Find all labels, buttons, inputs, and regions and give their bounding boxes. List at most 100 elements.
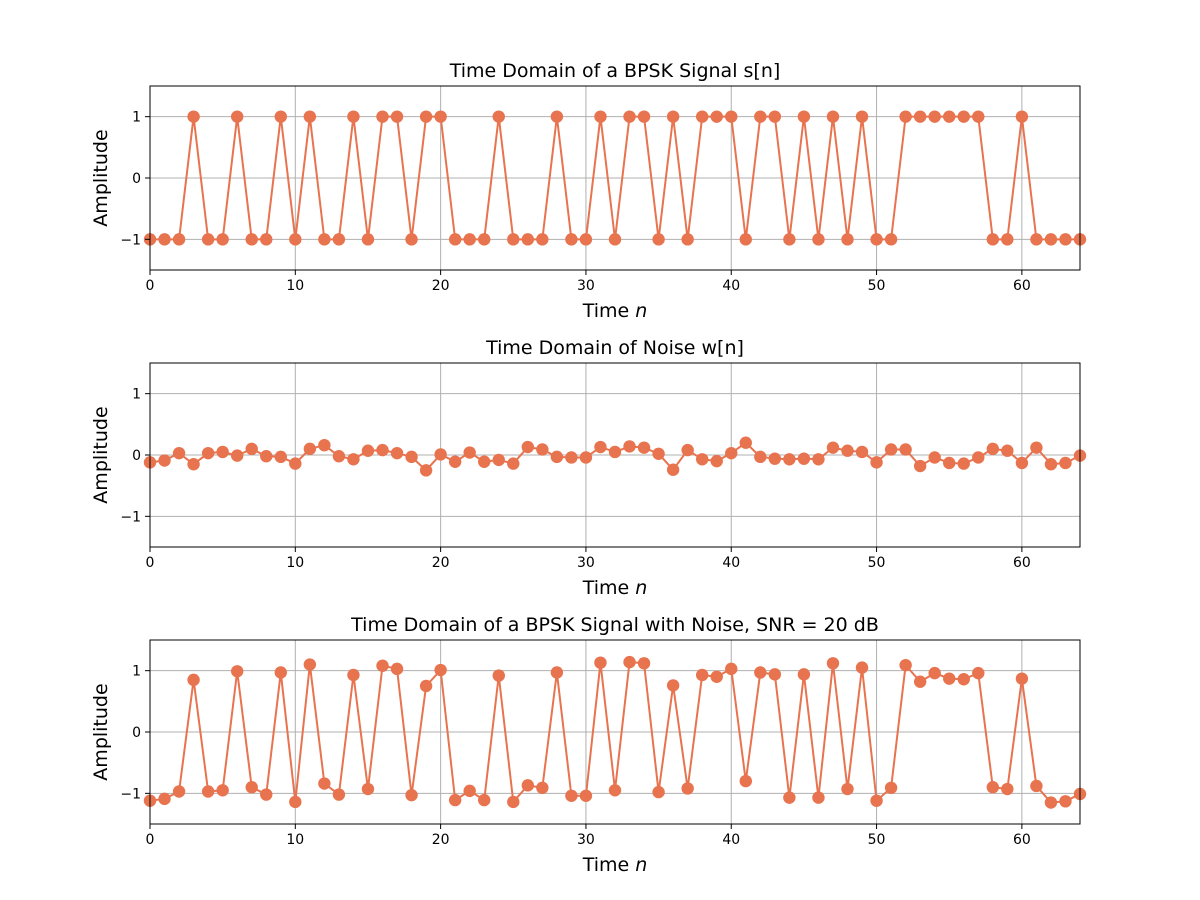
- data-point: [841, 233, 854, 246]
- data-point: [841, 782, 854, 796]
- x-tick-label: 60: [1013, 278, 1031, 294]
- data-point: [754, 450, 767, 464]
- data-point: [347, 110, 360, 123]
- data-point: [260, 450, 273, 463]
- x-axis-label-text: Time: [582, 854, 636, 876]
- x-axis-label: Time n: [582, 300, 648, 322]
- data-point: [550, 110, 564, 123]
- x-axis-label-variable: n: [635, 300, 647, 322]
- data-point: [710, 670, 723, 683]
- data-point: [478, 793, 491, 807]
- data-point: [797, 110, 811, 123]
- data-point: [768, 110, 782, 123]
- data-point: [376, 110, 389, 123]
- data-point: [608, 445, 622, 459]
- data-point: [681, 233, 694, 246]
- data-point: [230, 110, 244, 123]
- x-axis-label-text: Time: [582, 577, 636, 599]
- data-point: [245, 442, 258, 456]
- data-point: [318, 777, 331, 790]
- data-point: [448, 455, 462, 468]
- data-point: [928, 666, 941, 680]
- data-point: [1044, 233, 1058, 246]
- data-point: [332, 233, 346, 246]
- data-point: [957, 673, 970, 686]
- data-point: [216, 784, 229, 797]
- data-point: [289, 457, 302, 470]
- data-point: [507, 457, 520, 470]
- chart-panel-2: 0 10 20 30 40 50 60 −1 0 1 Time Domain of Noise w[…: [90, 337, 1087, 599]
- y-tick-label: 1: [132, 387, 141, 403]
- data-point: [492, 453, 505, 467]
- data-point: [812, 233, 825, 246]
- data-point: [565, 789, 578, 802]
- x-tick-label: 10: [286, 278, 304, 294]
- data-point: [855, 445, 869, 459]
- y-tick-label: 0: [132, 725, 141, 741]
- data-point: [361, 782, 375, 796]
- data-point: [725, 446, 738, 460]
- data-point: [623, 655, 636, 669]
- data-point: [492, 110, 505, 123]
- data-point: [390, 662, 404, 676]
- data-point: [390, 446, 404, 460]
- data-point: [710, 454, 723, 468]
- data-point: [986, 233, 1000, 246]
- data-point: [260, 788, 273, 801]
- data-point: [230, 449, 244, 462]
- data-point: [536, 443, 549, 456]
- data-point: [928, 451, 941, 464]
- x-tick-label: 40: [722, 555, 740, 571]
- chart-panel-1: 0 10 20 30 40 50 60 −1 0 1 Time Domain of a BPSK S…: [90, 60, 1087, 322]
- data-point: [347, 668, 360, 682]
- data-point: [434, 110, 447, 123]
- data-point: [463, 233, 476, 246]
- x-tick-label: 30: [577, 555, 595, 571]
- chart-panel-3: 0 10 20 30 40 50 60 −1 0 1 Time Domain of a BPSK S…: [90, 614, 1087, 876]
- data-point: [434, 663, 447, 677]
- data-point: [594, 440, 607, 454]
- data-point: [245, 781, 258, 794]
- data-point: [492, 669, 505, 682]
- data-point: [739, 774, 752, 788]
- data-point: [739, 436, 752, 449]
- data-point: [594, 656, 607, 669]
- data-point: [754, 666, 767, 679]
- data-point: [419, 464, 433, 477]
- data-point: [1001, 444, 1014, 457]
- data-point: [972, 451, 985, 464]
- data-point: [1059, 233, 1072, 246]
- data-point: [245, 233, 258, 246]
- data-point: [478, 233, 491, 246]
- x-tick-label: 0: [146, 832, 155, 848]
- data-point: [695, 110, 709, 123]
- data-point: [1030, 779, 1043, 793]
- data-point: [870, 456, 883, 469]
- data-point: [1044, 458, 1058, 471]
- y-tick-label: 0: [132, 448, 141, 464]
- data-point: [405, 450, 418, 464]
- data-point: [652, 785, 665, 799]
- x-tick-label: 30: [577, 278, 595, 294]
- x-tick-label: 60: [1013, 832, 1031, 848]
- data-point: [695, 668, 709, 682]
- data-point: [783, 791, 796, 804]
- x-tick-label: 50: [868, 832, 886, 848]
- data-point: [637, 657, 651, 670]
- data-point: [187, 110, 200, 123]
- data-point: [913, 459, 927, 473]
- data-point: [681, 782, 694, 795]
- data-point: [666, 463, 680, 476]
- data-point: [303, 110, 317, 123]
- data-point: [463, 446, 476, 459]
- x-tick-label: 10: [286, 832, 304, 848]
- data-point: [739, 233, 752, 246]
- data-point: [201, 446, 215, 460]
- data-point: [303, 442, 317, 456]
- data-point: [158, 454, 171, 467]
- data-point: [826, 110, 840, 123]
- x-tick-label: 0: [146, 555, 155, 571]
- x-tick-label: 50: [868, 555, 886, 571]
- data-point: [536, 233, 549, 246]
